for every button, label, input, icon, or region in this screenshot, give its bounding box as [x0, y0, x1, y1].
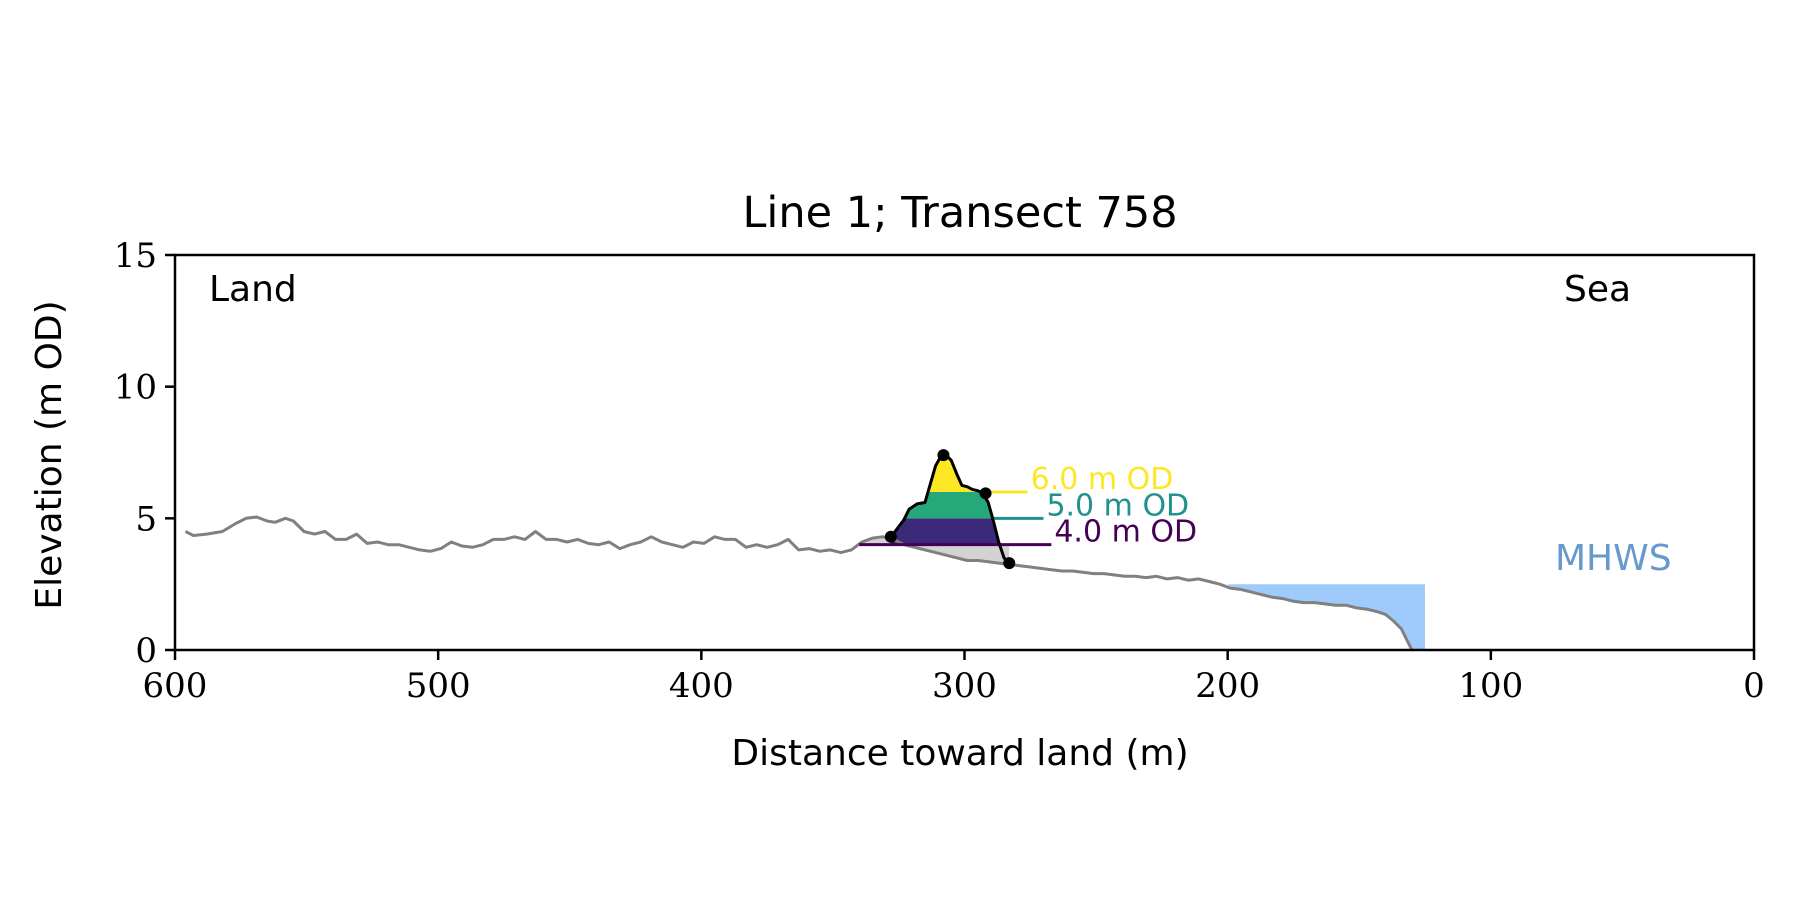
x-tick-label-2: 500: [406, 666, 471, 706]
land-label: Land: [209, 269, 297, 310]
y-axis-label: Elevation (m OD): [29, 300, 70, 609]
dune-key-point-4: [1003, 557, 1016, 570]
y-tick-label-3: 10: [114, 368, 157, 408]
y-tick-label-4: 15: [114, 236, 157, 276]
x-tick-label-5: 200: [1195, 666, 1260, 706]
y-tick-label-2: 5: [135, 499, 157, 539]
x-tick-label-7: 0: [1743, 666, 1765, 706]
y-tick-label-1: 0: [135, 631, 157, 671]
x-axis-label: Distance toward land (m): [731, 733, 1188, 774]
dune-key-point-2: [937, 449, 950, 462]
sea-label: Sea: [1564, 269, 1631, 310]
chart-title: Line 1; Transect 758: [742, 188, 1177, 238]
dune-profile-line: [889, 453, 1011, 565]
dune-band-1: [890, 518, 1010, 545]
mhws-label: MHWS: [1555, 538, 1672, 579]
mhws-water-fill: [1227, 584, 1425, 650]
contour-label-1: 4.0 m OD: [1054, 515, 1197, 550]
axes: 600 500 400 300 200 100 0 0 5 10 15: [114, 236, 1765, 706]
plot-area: 4.0 m OD5.0 m OD6.0 m OD: [184, 449, 1425, 651]
x-tick-label-4: 300: [932, 666, 997, 706]
x-tick-label-1: 600: [143, 666, 208, 706]
dune-key-point-1: [884, 530, 897, 543]
x-tick-label-6: 100: [1458, 666, 1523, 706]
contour-label-3: 6.0 m OD: [1031, 462, 1174, 497]
dune-band-2: [890, 492, 1010, 519]
dune-bands: [890, 455, 1010, 545]
x-tick-label-3: 400: [669, 666, 734, 706]
dune-key-point-3: [979, 487, 992, 500]
terrain-profile-line: [184, 515, 1414, 651]
plot-frame: [173, 253, 1756, 652]
contour-label-2: 5.0 m OD: [1046, 488, 1189, 523]
